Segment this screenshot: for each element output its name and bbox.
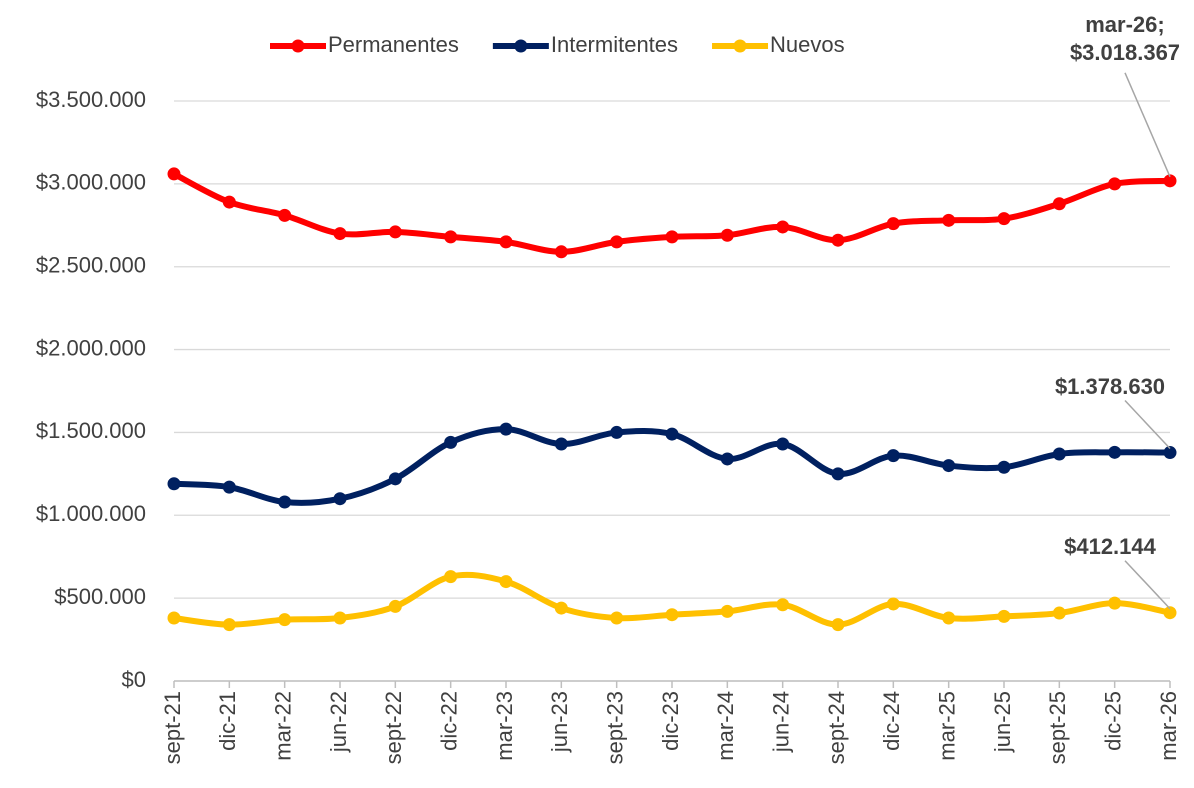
point	[997, 460, 1011, 474]
y-tick-label: $2.500.000	[36, 253, 146, 278]
point	[333, 611, 347, 625]
point	[997, 609, 1011, 623]
point	[167, 167, 181, 181]
legend-label: Nuevos	[770, 32, 845, 57]
x-tick-label: dic-22	[436, 691, 461, 751]
point	[1163, 606, 1177, 620]
point	[388, 599, 402, 613]
legend-label: Intermitentes	[551, 32, 678, 57]
point	[610, 611, 624, 625]
point	[720, 452, 734, 466]
data-label: mar-26; $3.018.367	[1069, 11, 1181, 65]
point	[333, 492, 347, 506]
point	[665, 608, 679, 622]
point	[388, 472, 402, 486]
legend-label: Permanentes	[328, 32, 459, 57]
point	[942, 611, 956, 625]
point	[831, 618, 845, 632]
x-tick-label: dic-25	[1100, 691, 1125, 751]
point	[720, 228, 734, 242]
x-tick-label: dic-21	[215, 691, 240, 751]
point	[444, 435, 458, 449]
point	[886, 597, 900, 611]
y-tick-label: $3.500.000	[36, 87, 146, 112]
point	[720, 604, 734, 618]
x-tick-label: mar-26	[1156, 691, 1181, 761]
x-tick-label: jun-25	[990, 691, 1015, 753]
x-tick-label: mar-23	[492, 691, 517, 761]
point	[776, 220, 790, 234]
data-label: $1.378.630	[1054, 373, 1166, 399]
point	[222, 618, 236, 632]
point	[1163, 174, 1177, 188]
point	[610, 235, 624, 249]
legend-marker	[514, 39, 528, 53]
point	[167, 611, 181, 625]
leader-line	[1124, 400, 1171, 450]
point	[1052, 606, 1066, 620]
point	[776, 598, 790, 612]
point	[1052, 197, 1066, 211]
x-tick-label: sept-23	[602, 691, 627, 764]
point	[222, 480, 236, 494]
y-tick-label: $2.000.000	[36, 335, 146, 360]
point	[1108, 177, 1122, 191]
point	[665, 230, 679, 244]
y-tick-label: $500.000	[54, 584, 146, 609]
x-tick-label: jun-23	[547, 691, 572, 753]
point	[1052, 447, 1066, 461]
point	[1108, 596, 1122, 610]
point	[831, 233, 845, 247]
x-tick-label: mar-25	[934, 691, 959, 761]
point	[278, 495, 292, 509]
x-tick-label: mar-24	[713, 691, 738, 761]
y-tick-label: $0	[122, 667, 146, 692]
point	[444, 570, 458, 584]
point	[278, 613, 292, 627]
x-tick-label: sept-22	[381, 691, 406, 764]
y-tick-label: $1.500.000	[36, 418, 146, 443]
point	[997, 212, 1011, 226]
point	[222, 195, 236, 209]
point	[444, 230, 458, 244]
point	[886, 217, 900, 231]
point	[1108, 445, 1122, 459]
x-tick-label: sept-25	[1045, 691, 1070, 764]
point	[278, 208, 292, 222]
point	[499, 422, 513, 436]
point	[831, 467, 845, 481]
data-label: $412.144	[1064, 533, 1156, 559]
point	[1163, 446, 1177, 460]
point	[499, 575, 513, 589]
point	[776, 437, 790, 451]
y-tick-label: $1.000.000	[36, 501, 146, 526]
x-tick-label: dic-24	[879, 691, 904, 751]
point	[554, 437, 568, 451]
point	[665, 427, 679, 441]
point	[610, 425, 624, 439]
y-tick-label: $3.000.000	[36, 170, 146, 195]
point	[167, 477, 181, 491]
x-tick-label: jun-24	[768, 691, 793, 753]
point	[942, 459, 956, 473]
x-tick-label: dic-23	[658, 691, 683, 751]
x-tick-label: jun-22	[326, 691, 351, 753]
legend-marker	[291, 39, 305, 53]
point	[942, 213, 956, 227]
point	[554, 601, 568, 615]
legend-marker	[733, 39, 747, 53]
point	[388, 225, 402, 239]
x-tick-label: sept-24	[824, 691, 849, 764]
leader-line	[1124, 560, 1171, 610]
point	[499, 235, 513, 249]
x-tick-label: mar-22	[270, 691, 295, 761]
x-tick-label: sept-21	[160, 691, 185, 764]
point	[333, 227, 347, 241]
leader-line	[1124, 72, 1171, 178]
point	[886, 449, 900, 463]
point	[554, 245, 568, 259]
